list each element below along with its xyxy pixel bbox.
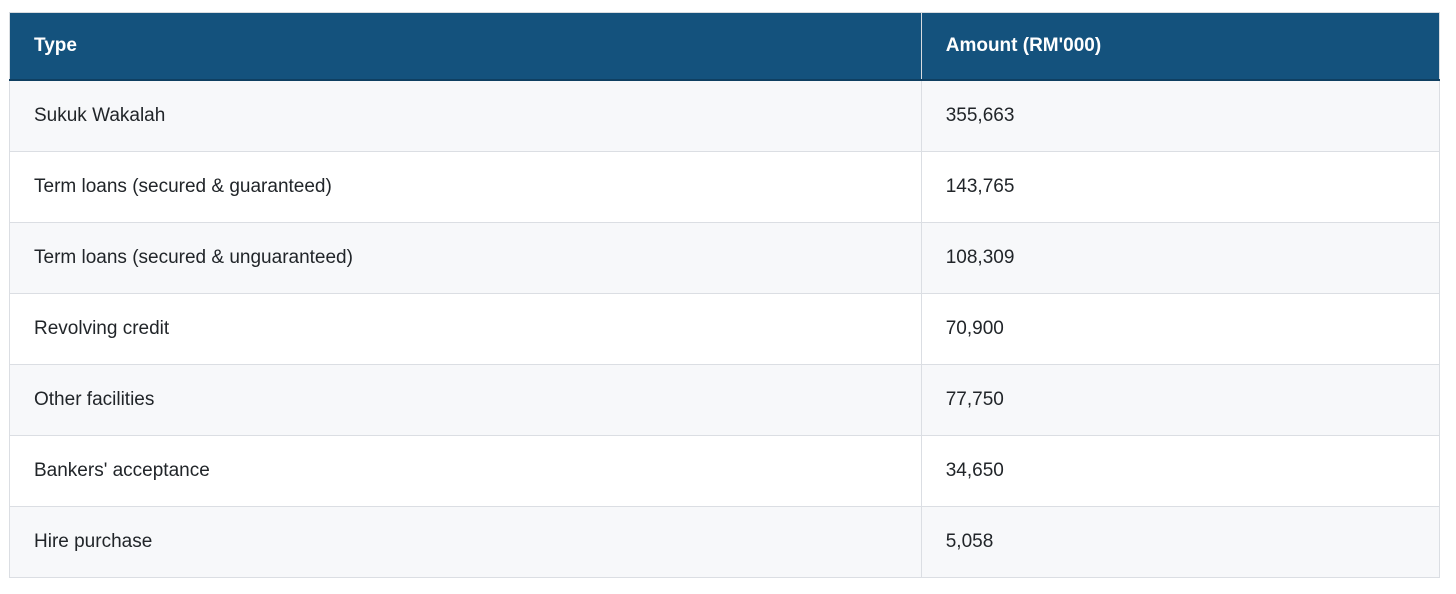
table-row: Bankers' acceptance 34,650 [9,435,1441,507]
table-row: Term loans (secured & guaranteed) 143,765 [9,151,1441,223]
amount-cell: 5,058 [920,506,1441,578]
type-cell: Sukuk Wakalah [9,79,922,152]
amount-cell: 143,765 [920,151,1441,223]
table-row: Other facilities 77,750 [9,364,1441,436]
amount-cell: 355,663 [920,79,1441,152]
amount-cell: 108,309 [920,222,1441,294]
type-cell: Other facilities [9,364,922,436]
amount-cell: 70,900 [920,293,1441,365]
table-header: Type Amount (RM'000) [9,12,1441,81]
type-cell: Term loans (secured & unguaranteed) [9,222,922,294]
column-header-type: Type [9,12,922,81]
amount-cell: 77,750 [920,364,1441,436]
type-cell: Bankers' acceptance [9,435,922,507]
column-header-amount: Amount (RM'000) [920,12,1441,81]
table-body: Sukuk Wakalah 355,663 Term loans (secured … [9,79,1441,578]
type-cell: Revolving credit [9,293,922,365]
table-row: Sukuk Wakalah 355,663 [9,79,1441,152]
header-row: Type Amount (RM'000) [9,12,1441,81]
type-cell: Term loans (secured & guaranteed) [9,151,922,223]
table-row: Hire purchase 5,058 [9,506,1441,578]
type-cell: Hire purchase [9,506,922,578]
table-row: Term loans (secured & unguaranteed) 108,3… [9,222,1441,294]
amount-cell: 34,650 [920,435,1441,507]
borrowings-table: Type Amount (RM'000) Sukuk Wakalah 355,66… [9,12,1441,578]
table-row: Revolving credit 70,900 [9,293,1441,365]
